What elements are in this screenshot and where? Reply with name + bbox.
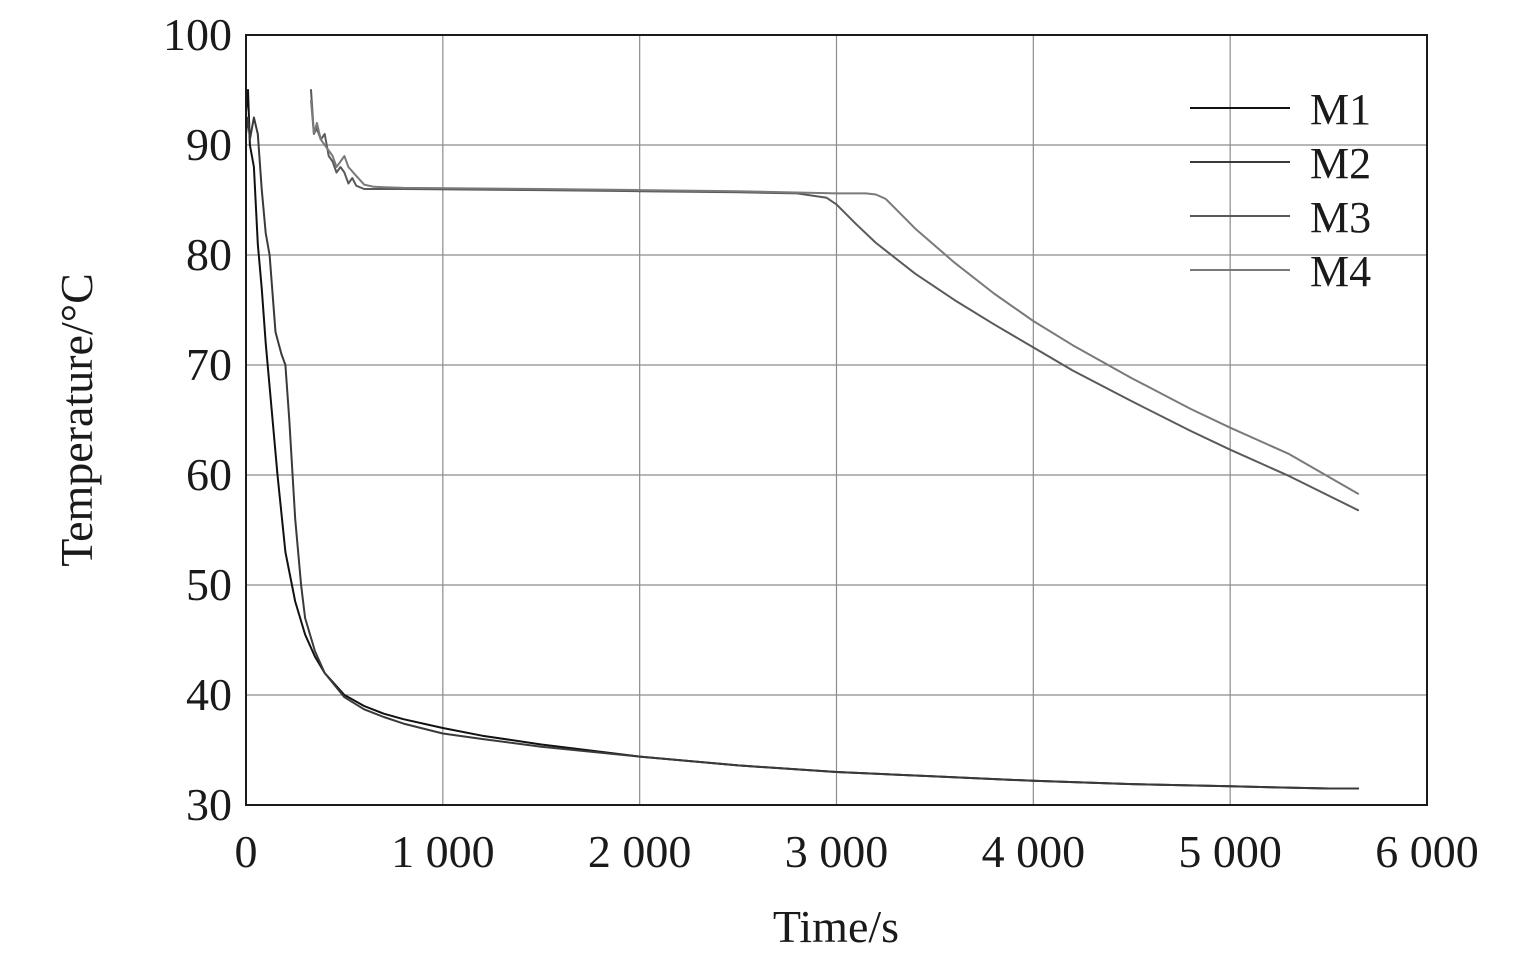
x-tick-label: 3 000 <box>785 826 889 877</box>
y-tick-labels: 30 40 50 60 70 80 90 100 <box>163 9 232 830</box>
legend-label-m3: M3 <box>1310 193 1371 242</box>
x-tick-label: 4 000 <box>982 826 1086 877</box>
grid <box>246 35 1427 805</box>
legend-label-m1: M1 <box>1310 85 1371 134</box>
x-tick-labels: 0 1 000 2 000 3 000 4 000 5 000 6 000 <box>235 826 1479 877</box>
legend: M1 M2 M3 M4 <box>1190 85 1371 296</box>
y-axis-title: Temperature/°C <box>51 273 102 567</box>
series-lines <box>245 89 1360 790</box>
y-tick-label: 90 <box>186 119 232 170</box>
y-tick-label: 50 <box>186 559 232 610</box>
plot-frame <box>245 34 1428 806</box>
legend-label-m2: M2 <box>1310 139 1371 188</box>
y-tick-label: 30 <box>186 779 232 830</box>
x-axis-title: Time/s <box>773 901 899 952</box>
x-tick-label: 1 000 <box>391 826 495 877</box>
legend-label-m4: M4 <box>1310 247 1371 296</box>
y-tick-label: 60 <box>186 449 232 500</box>
x-tick-label: 0 <box>235 826 258 877</box>
y-tick-label: 40 <box>186 669 232 720</box>
series-line-m3 <box>310 89 1360 512</box>
series-line-m4 <box>310 100 1360 495</box>
x-tick-label: 6 000 <box>1375 826 1479 877</box>
x-tick-label: 5 000 <box>1178 826 1282 877</box>
y-tick-label: 100 <box>163 9 232 60</box>
series-line-m2 <box>245 116 1360 790</box>
y-tick-label: 70 <box>186 339 232 390</box>
x-tick-label: 2 000 <box>588 826 692 877</box>
y-tick-label: 80 <box>186 229 232 280</box>
